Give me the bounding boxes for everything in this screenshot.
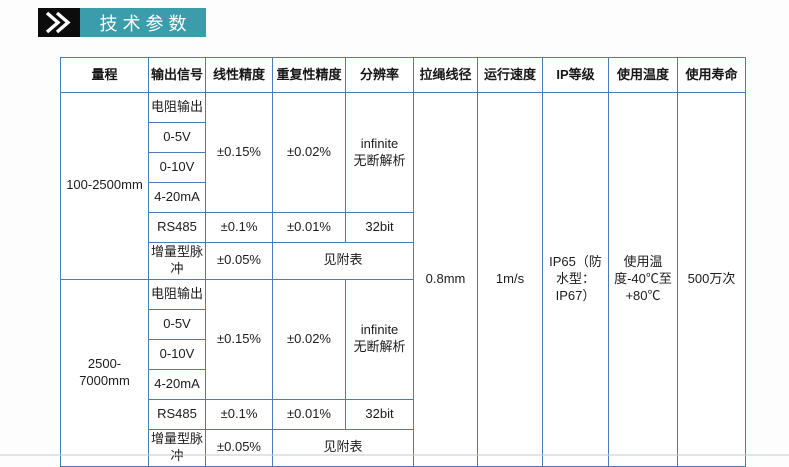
cell-ip-rating: IP65（防水型：IP67） (542, 92, 609, 467)
cell-running-speed: 1m/s (477, 92, 543, 467)
header-repeatability: 重复性精度 (272, 57, 346, 93)
cell-cable-diameter: 0.8mm (413, 92, 478, 467)
cell-analog-linearity-1: ±0.15% (205, 92, 273, 213)
header-output-signal: 输出信号 (148, 57, 206, 93)
cell-rs485-resolution-2: 32bit (345, 398, 414, 430)
cell-signal-resistance-1: 电阻输出 (148, 92, 206, 123)
cell-range-2: 2500-7000mm (60, 278, 149, 467)
double-chevron-icon (38, 8, 80, 37)
section-title-badge: 技术参数 (38, 8, 206, 37)
header-service-life: 使用寿命 (677, 57, 746, 93)
cell-pulse-linearity-2: ±0.05% (205, 428, 273, 467)
table-row: 0-10V (61, 152, 746, 183)
cell-analog-linearity-2: ±0.15% (205, 278, 273, 400)
cell-analog-repeatability-2: ±0.02% (272, 278, 346, 400)
section-title: 技术参数 (80, 8, 206, 37)
resolution-chinese: 无断解析 (353, 152, 406, 168)
header-row: 量程 输出信号 线性精度 重复性精度 分辨率 拉绳线径 运行速度 IP等级 使用… (60, 57, 746, 93)
cell-pulse-linearity-1: ±0.05% (205, 242, 273, 280)
cell-rs485-linearity-2: ±0.1% (205, 398, 273, 430)
table-row: RS485 ±0.1% ±0.01% 32bit (61, 212, 746, 243)
table-row: 0-5V (61, 122, 746, 153)
resolution-english: infinite (360, 322, 399, 338)
cell-signal-0-5v-1: 0-5V (148, 122, 206, 153)
cell-rs485-resolution-1: 32bit (345, 212, 414, 243)
cell-pulse-note-1: 见附表 (272, 242, 414, 280)
cell-signal-4-20ma-1: 4-20mA (148, 182, 206, 213)
cell-analog-resolution-1: infinite 无断解析 (345, 92, 414, 213)
header-ip-rating: IP等级 (542, 57, 609, 93)
cell-service-life: 500万次 (677, 92, 746, 467)
table-row: RS485 ±0.1% ±0.01% 32bit (61, 398, 746, 430)
cell-rs485-linearity-1: ±0.1% (205, 212, 273, 243)
header-running-speed: 运行速度 (477, 57, 543, 93)
table-row: 2500-7000mm 电阻输出 ±0.15% ±0.02% infinite … (60, 278, 746, 467)
table-row: 100-2500mm 电阻输出 ±0.15% ±0.02% infinite 无… (60, 92, 746, 467)
spec-table: 量程 输出信号 线性精度 重复性精度 分辨率 拉绳线径 运行速度 IP等级 使用… (60, 57, 746, 467)
cell-rs485-repeatability-1: ±0.01% (272, 212, 346, 243)
cell-operating-temperature: 使用温度-40℃至+80℃ (608, 92, 678, 467)
cell-rs485-repeatability-2: ±0.01% (272, 398, 346, 430)
cell-pulse-note-2: 见附表 (272, 428, 414, 467)
page-bottom-edge (0, 454, 789, 456)
cell-signal-0-10v-1: 0-10V (148, 152, 206, 183)
cell-analog-resolution-2: infinite 无断解析 (345, 278, 414, 400)
resolution-chinese: 无断解析 (353, 339, 406, 355)
cell-signal-rs485-1: RS485 (148, 212, 206, 243)
cell-signal-0-5v-2: 0-5V (148, 308, 206, 340)
header-linearity: 线性精度 (205, 57, 273, 93)
header-operating-temperature: 使用温度 (608, 57, 678, 93)
cell-range-1: 100-2500mm (60, 92, 149, 280)
cell-signal-rs485-2: RS485 (148, 398, 206, 430)
cell-signal-pulse-2: 增量型脉冲 (148, 428, 206, 467)
header-cable-diameter: 拉绳线径 (413, 57, 478, 93)
header-resolution: 分辨率 (345, 57, 414, 93)
table-row: 0-5V (61, 308, 746, 340)
table-row: 4-20mA (61, 368, 746, 400)
resolution-english: infinite (360, 135, 399, 151)
header-range: 量程 (60, 57, 149, 93)
cell-signal-resistance-2: 电阻输出 (148, 278, 206, 310)
cell-signal-4-20ma-2: 4-20mA (148, 368, 206, 400)
table-row: 0-10V (61, 338, 746, 370)
cell-analog-repeatability-1: ±0.02% (272, 92, 346, 213)
cell-signal-pulse-1: 增量型脉冲 (148, 242, 206, 280)
cell-signal-0-10v-2: 0-10V (148, 338, 206, 370)
